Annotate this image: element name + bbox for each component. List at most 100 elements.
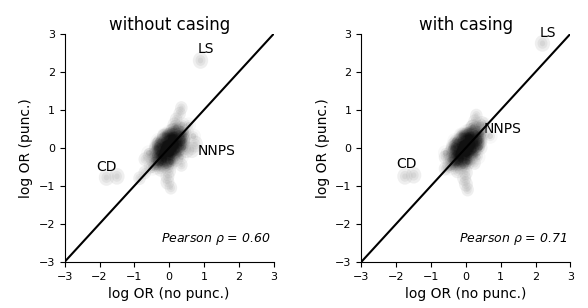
Point [461,149,470,154]
Point [449,146,458,151]
Point [472,132,481,137]
Point [161,142,170,147]
Point [462,145,471,150]
Point [453,155,463,160]
Point [165,148,174,153]
Point [446,157,455,162]
Point [160,144,169,149]
Point [161,150,170,155]
Point [168,147,177,152]
Point [165,148,174,153]
Point [154,155,163,160]
Point [169,146,178,151]
Point [157,161,166,166]
Point [463,143,473,148]
Point [162,141,171,146]
Point [164,139,173,144]
Point [473,141,482,146]
Point [460,149,469,154]
Point [458,156,467,160]
Point [162,151,171,156]
Point [467,132,477,137]
Point [161,150,170,155]
Point [469,140,479,145]
Point [463,137,473,142]
Point [159,149,169,154]
Point [457,141,466,146]
Point [463,152,472,157]
Point [173,136,182,140]
Point [453,159,462,164]
Point [456,157,465,162]
Point [455,153,464,158]
Point [467,145,477,150]
Point [457,146,466,151]
Ellipse shape [142,157,147,162]
Point [158,152,168,157]
Point [165,129,175,134]
Point [462,139,472,144]
Point [173,136,182,140]
Point [469,148,479,153]
Point [151,161,161,166]
Point [159,152,169,157]
Point [166,151,175,156]
Point [163,145,173,150]
Point [156,144,166,149]
Point [157,154,166,159]
Point [153,160,162,165]
Point [175,141,185,146]
Point [163,158,173,163]
Point [165,138,175,143]
Point [169,148,179,153]
Point [175,141,185,146]
Point [463,136,473,140]
Text: LS: LS [540,26,556,39]
Point [162,148,171,153]
Point [169,146,179,151]
Point [168,144,178,149]
Point [462,149,471,154]
Point [465,149,474,154]
Point [160,138,169,143]
Point [169,142,179,147]
Point [461,144,470,148]
Point [456,150,465,155]
Point [457,150,466,155]
Point [462,145,471,150]
Point [463,133,473,138]
Point [461,144,470,148]
Point [450,160,460,164]
Point [171,137,180,142]
Point [463,155,472,160]
Point [165,132,175,137]
Point [465,128,474,133]
Ellipse shape [462,183,474,197]
Point [452,149,462,154]
Point [154,150,163,155]
Point [458,148,467,153]
Point [162,136,172,141]
Point [458,144,467,148]
Point [467,150,477,155]
Point [162,144,172,149]
Point [161,147,171,152]
Point [169,149,179,154]
Point [155,153,165,158]
Point [171,139,181,144]
Point [452,158,462,163]
Point [159,157,169,162]
Point [157,145,166,150]
Point [459,139,468,144]
Point [465,156,474,160]
Point [451,155,460,160]
Point [455,143,465,148]
Point [466,135,475,140]
Point [464,139,473,144]
Point [474,122,483,127]
Point [161,148,171,153]
Point [161,148,171,153]
Point [459,138,468,143]
Point [463,139,472,144]
Point [168,150,177,155]
